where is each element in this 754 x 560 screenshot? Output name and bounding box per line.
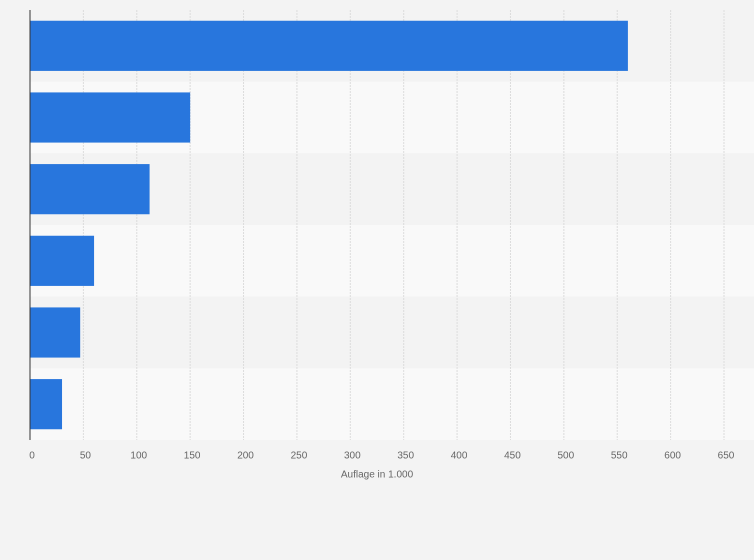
bar	[30, 164, 150, 215]
row-band	[30, 368, 754, 440]
x-tick-label: 650	[718, 451, 735, 462]
bar	[30, 235, 95, 286]
x-tick-label: 0	[29, 451, 35, 462]
x-tick-label: 400	[451, 451, 468, 462]
x-tick-label: 450	[504, 451, 521, 462]
x-tick-label: 550	[611, 451, 628, 462]
x-tick-label: 150	[184, 451, 201, 462]
row-band	[30, 153, 754, 225]
x-tick-label: 500	[558, 451, 575, 462]
x-tick-label: 300	[344, 451, 361, 462]
x-tick-label: 50	[80, 451, 92, 462]
x-tick-label: 600	[664, 451, 681, 462]
bar	[30, 20, 628, 71]
bar	[30, 379, 63, 430]
x-tick-label: 250	[291, 451, 308, 462]
bar	[30, 307, 81, 358]
bar	[30, 92, 191, 143]
x-axis-label: Auflage in 1.000	[341, 470, 414, 481]
x-tick-label: 200	[237, 451, 254, 462]
row-band	[30, 296, 754, 369]
x-tick-label: 100	[130, 451, 147, 462]
row-band	[30, 225, 754, 297]
x-tick-label: 350	[397, 451, 414, 462]
